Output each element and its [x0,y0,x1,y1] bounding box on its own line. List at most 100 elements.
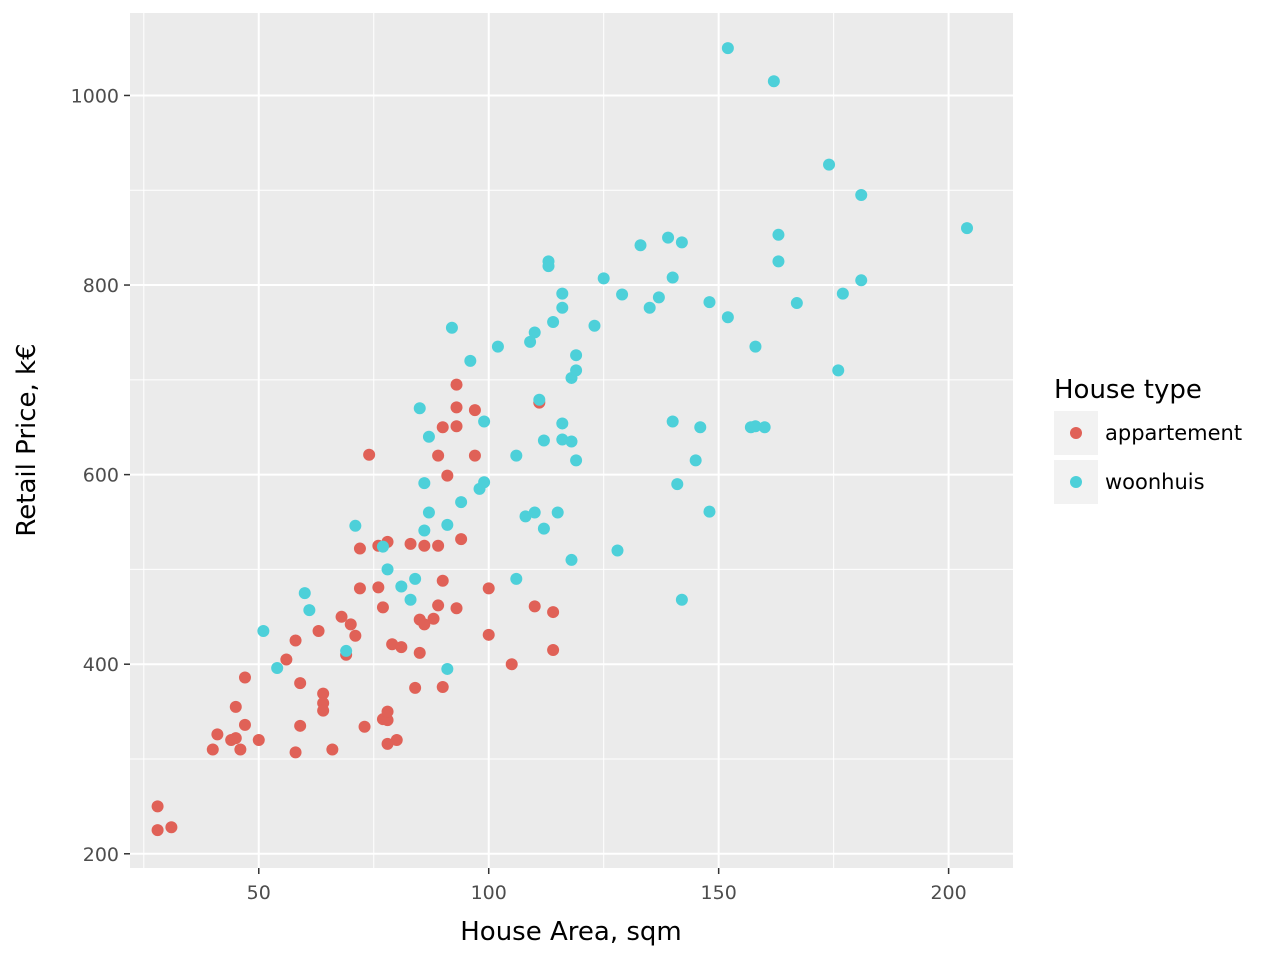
data-point-woonhuis [376,540,389,553]
data-point-woonhuis [749,420,762,433]
data-point-woonhuis [537,434,550,447]
data-point-woonhuis [570,349,583,362]
data-point-woonhuis [478,476,491,489]
y-tick-label: 800 [83,275,119,297]
data-point-appartement [353,582,366,595]
axis-ticks [124,94,950,874]
data-point-appartement [441,469,454,482]
data-point-woonhuis [340,644,353,657]
y-tick-labels: 200 400 600 800 1000 [71,85,119,865]
data-point-woonhuis [418,477,431,490]
data-point-appartement [395,641,408,654]
data-point-woonhuis [721,311,734,324]
x-axis-title: House Area, sqm [460,917,681,947]
y-axis-title: Retail Price, k€ [12,343,42,536]
data-point-appartement [238,718,251,731]
data-point-woonhuis [588,319,601,332]
data-point-appartement [229,732,242,745]
legend-key-appartement [1070,427,1082,439]
data-point-appartement [312,625,325,638]
y-tick-label: 1000 [71,85,119,107]
data-point-appartement [547,643,560,656]
data-point-woonhuis [703,296,716,309]
data-point-appartement [252,734,265,747]
data-point-woonhuis [570,454,583,467]
data-point-woonhuis [772,228,785,241]
data-point-appartement [349,629,362,642]
data-point-appartement [363,448,376,461]
data-point-woonhuis [409,572,422,585]
data-point-woonhuis [418,524,431,537]
data-point-appartement [450,602,463,615]
data-point-appartement [455,533,468,546]
data-point-appartement [229,700,242,713]
y-tick-label: 200 [83,844,119,866]
data-point-woonhuis [303,604,316,617]
data-point-appartement [404,537,417,550]
data-point-woonhuis [510,449,523,462]
data-point-woonhuis [528,506,541,519]
data-point-woonhuis [666,271,679,284]
data-point-appartement [436,574,449,587]
data-point-woonhuis [662,231,675,244]
data-point-woonhuis [519,510,532,523]
data-point-appartement [381,737,394,750]
data-point-appartement [418,539,431,552]
data-point-appartement [418,618,431,631]
data-point-appartement [353,542,366,555]
data-point-woonhuis [478,415,491,428]
data-point-woonhuis [675,593,688,606]
x-tick-label: 150 [701,882,737,904]
data-point-woonhuis [556,433,569,446]
data-point-woonhuis [689,454,702,467]
data-point-appartement [294,719,307,732]
data-point-woonhuis [570,364,583,377]
data-point-woonhuis [537,522,550,535]
legend-label-appartement: appartement [1105,421,1242,445]
data-point-woonhuis [790,297,803,310]
data-point-appartement [432,599,445,612]
data-point-appartement [317,687,330,700]
data-point-woonhuis [422,506,435,519]
data-point-appartement [289,746,302,759]
data-point-appartement [409,681,422,694]
data-point-woonhuis [441,662,454,675]
data-point-woonhuis [666,415,679,428]
data-point-appartement [238,671,251,684]
legend: House type appartement woonhuis [1054,375,1242,504]
data-point-woonhuis [758,421,771,434]
data-point-woonhuis [652,291,665,304]
data-point-woonhuis [671,478,684,491]
data-point-appartement [432,539,445,552]
data-point-woonhuis [404,593,417,606]
data-point-woonhuis [675,236,688,249]
legend-label-woonhuis: woonhuis [1105,470,1205,494]
data-point-appartement [482,582,495,595]
data-point-woonhuis [556,417,569,430]
data-point-woonhuis [524,335,537,348]
data-point-appartement [450,378,463,391]
data-point-appartement [468,404,481,417]
data-point-appartement [206,743,219,756]
data-point-woonhuis [542,260,555,273]
data-point-woonhuis [855,274,868,287]
data-point-woonhuis [703,505,716,518]
data-point-woonhuis [551,506,564,519]
data-point-appartement [432,449,445,462]
data-point-woonhuis [749,340,762,353]
data-point-woonhuis [445,321,458,334]
data-point-woonhuis [547,316,560,329]
data-point-appartement [436,421,449,434]
data-point-appartement [211,728,224,741]
data-point-woonhuis [694,421,707,434]
data-point-appartement [427,612,440,625]
data-point-woonhuis [395,580,408,593]
data-point-appartement [386,638,399,651]
data-point-appartement [344,618,357,631]
data-point-woonhuis [556,301,569,314]
data-point-woonhuis [271,661,284,674]
data-point-woonhuis [643,301,656,314]
y-tick-label: 400 [83,654,119,676]
data-point-appartement [547,606,560,619]
data-point-appartement [528,600,541,613]
